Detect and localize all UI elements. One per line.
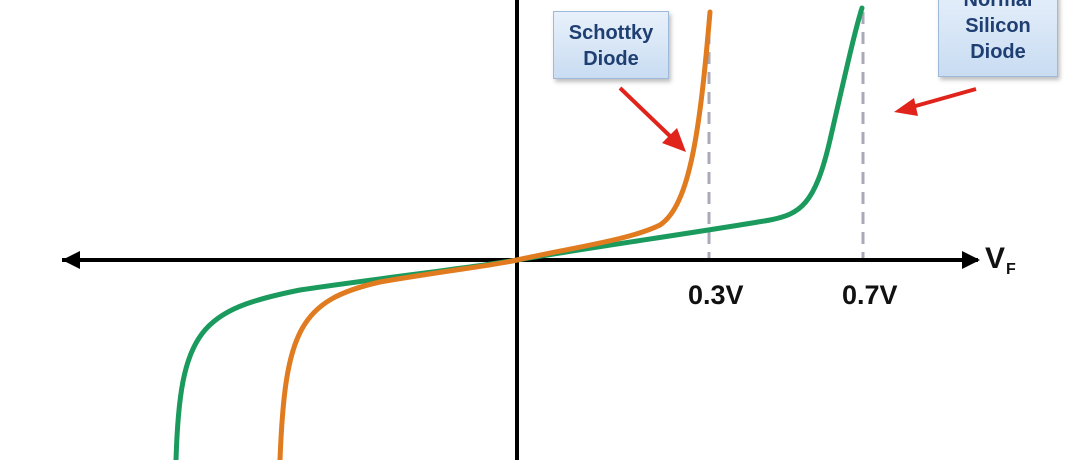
schottky-callout-line2: Diode [583,48,639,70]
x-axis-label-main: V [985,242,1006,275]
schottky-pointer-arrowhead [662,128,686,152]
x-axis-left-arrowhead [62,251,80,269]
x-axis-label: VF [985,242,1016,279]
schottky-diode-callout: Schottky Diode [553,11,669,79]
schottky-pointer-arrow-shaft [618,86,674,140]
tick-label-0.7v: 0.7V [842,280,898,310]
series-silicon-curve [173,5,865,460]
silicon-callout-line2: Silicon [965,15,1031,37]
series-schottky-curve [277,9,713,460]
silicon-pointer-arrowhead [894,98,918,116]
silicon-callout-line1: Normal [963,0,1033,11]
schottky-callout-line1: Schottky [568,22,654,44]
tick-label-0.3v: 0.3V [688,280,744,310]
silicon-pointer-arrow-shaft [911,87,977,109]
silicon-diode-callout: Normal Silicon Diode [938,0,1058,77]
x-axis-right-arrowhead [962,251,980,269]
x-axis-label-subscript: F [1006,261,1016,278]
silicon-callout-line3: Diode [970,41,1026,63]
